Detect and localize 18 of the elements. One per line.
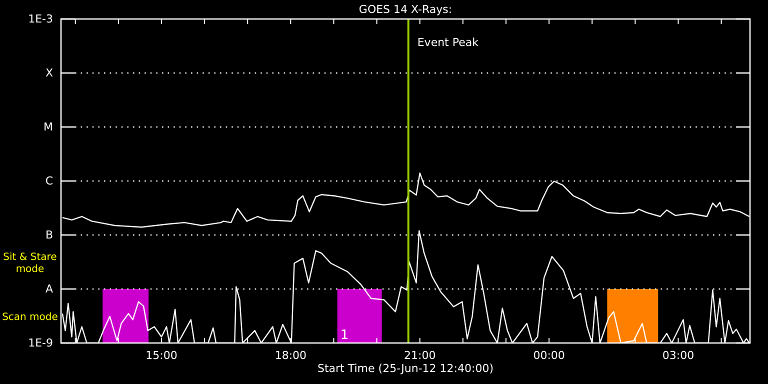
y-tick-label: M [44,120,53,134]
y-tick-label: X [45,66,54,80]
y-tick-label: 1E-3 [28,12,53,26]
chart-title: GOES 14 X-Rays: [358,3,452,16]
x-axis-title: Start Time (25-Jun-12 12:40:00) [318,362,494,375]
y-tick-label: C [45,174,54,188]
y-tick-label: A [45,282,54,296]
y-tick-label: 1E-9 [28,336,53,350]
x-tick-label: 15:00 [146,348,178,362]
x-tick-label: 18:00 [274,348,307,362]
y-tick-label: B [45,228,53,242]
band-label: 1 [340,328,349,343]
x-tick-label: 21:00 [404,348,436,362]
x-tick-label: 00:00 [533,348,565,362]
ref-line-label: Event Peak [417,36,480,49]
text: Scan mode [2,312,58,323]
x-tick-label: 03:00 [662,348,694,362]
text: Sit & Stare mode [3,252,57,275]
